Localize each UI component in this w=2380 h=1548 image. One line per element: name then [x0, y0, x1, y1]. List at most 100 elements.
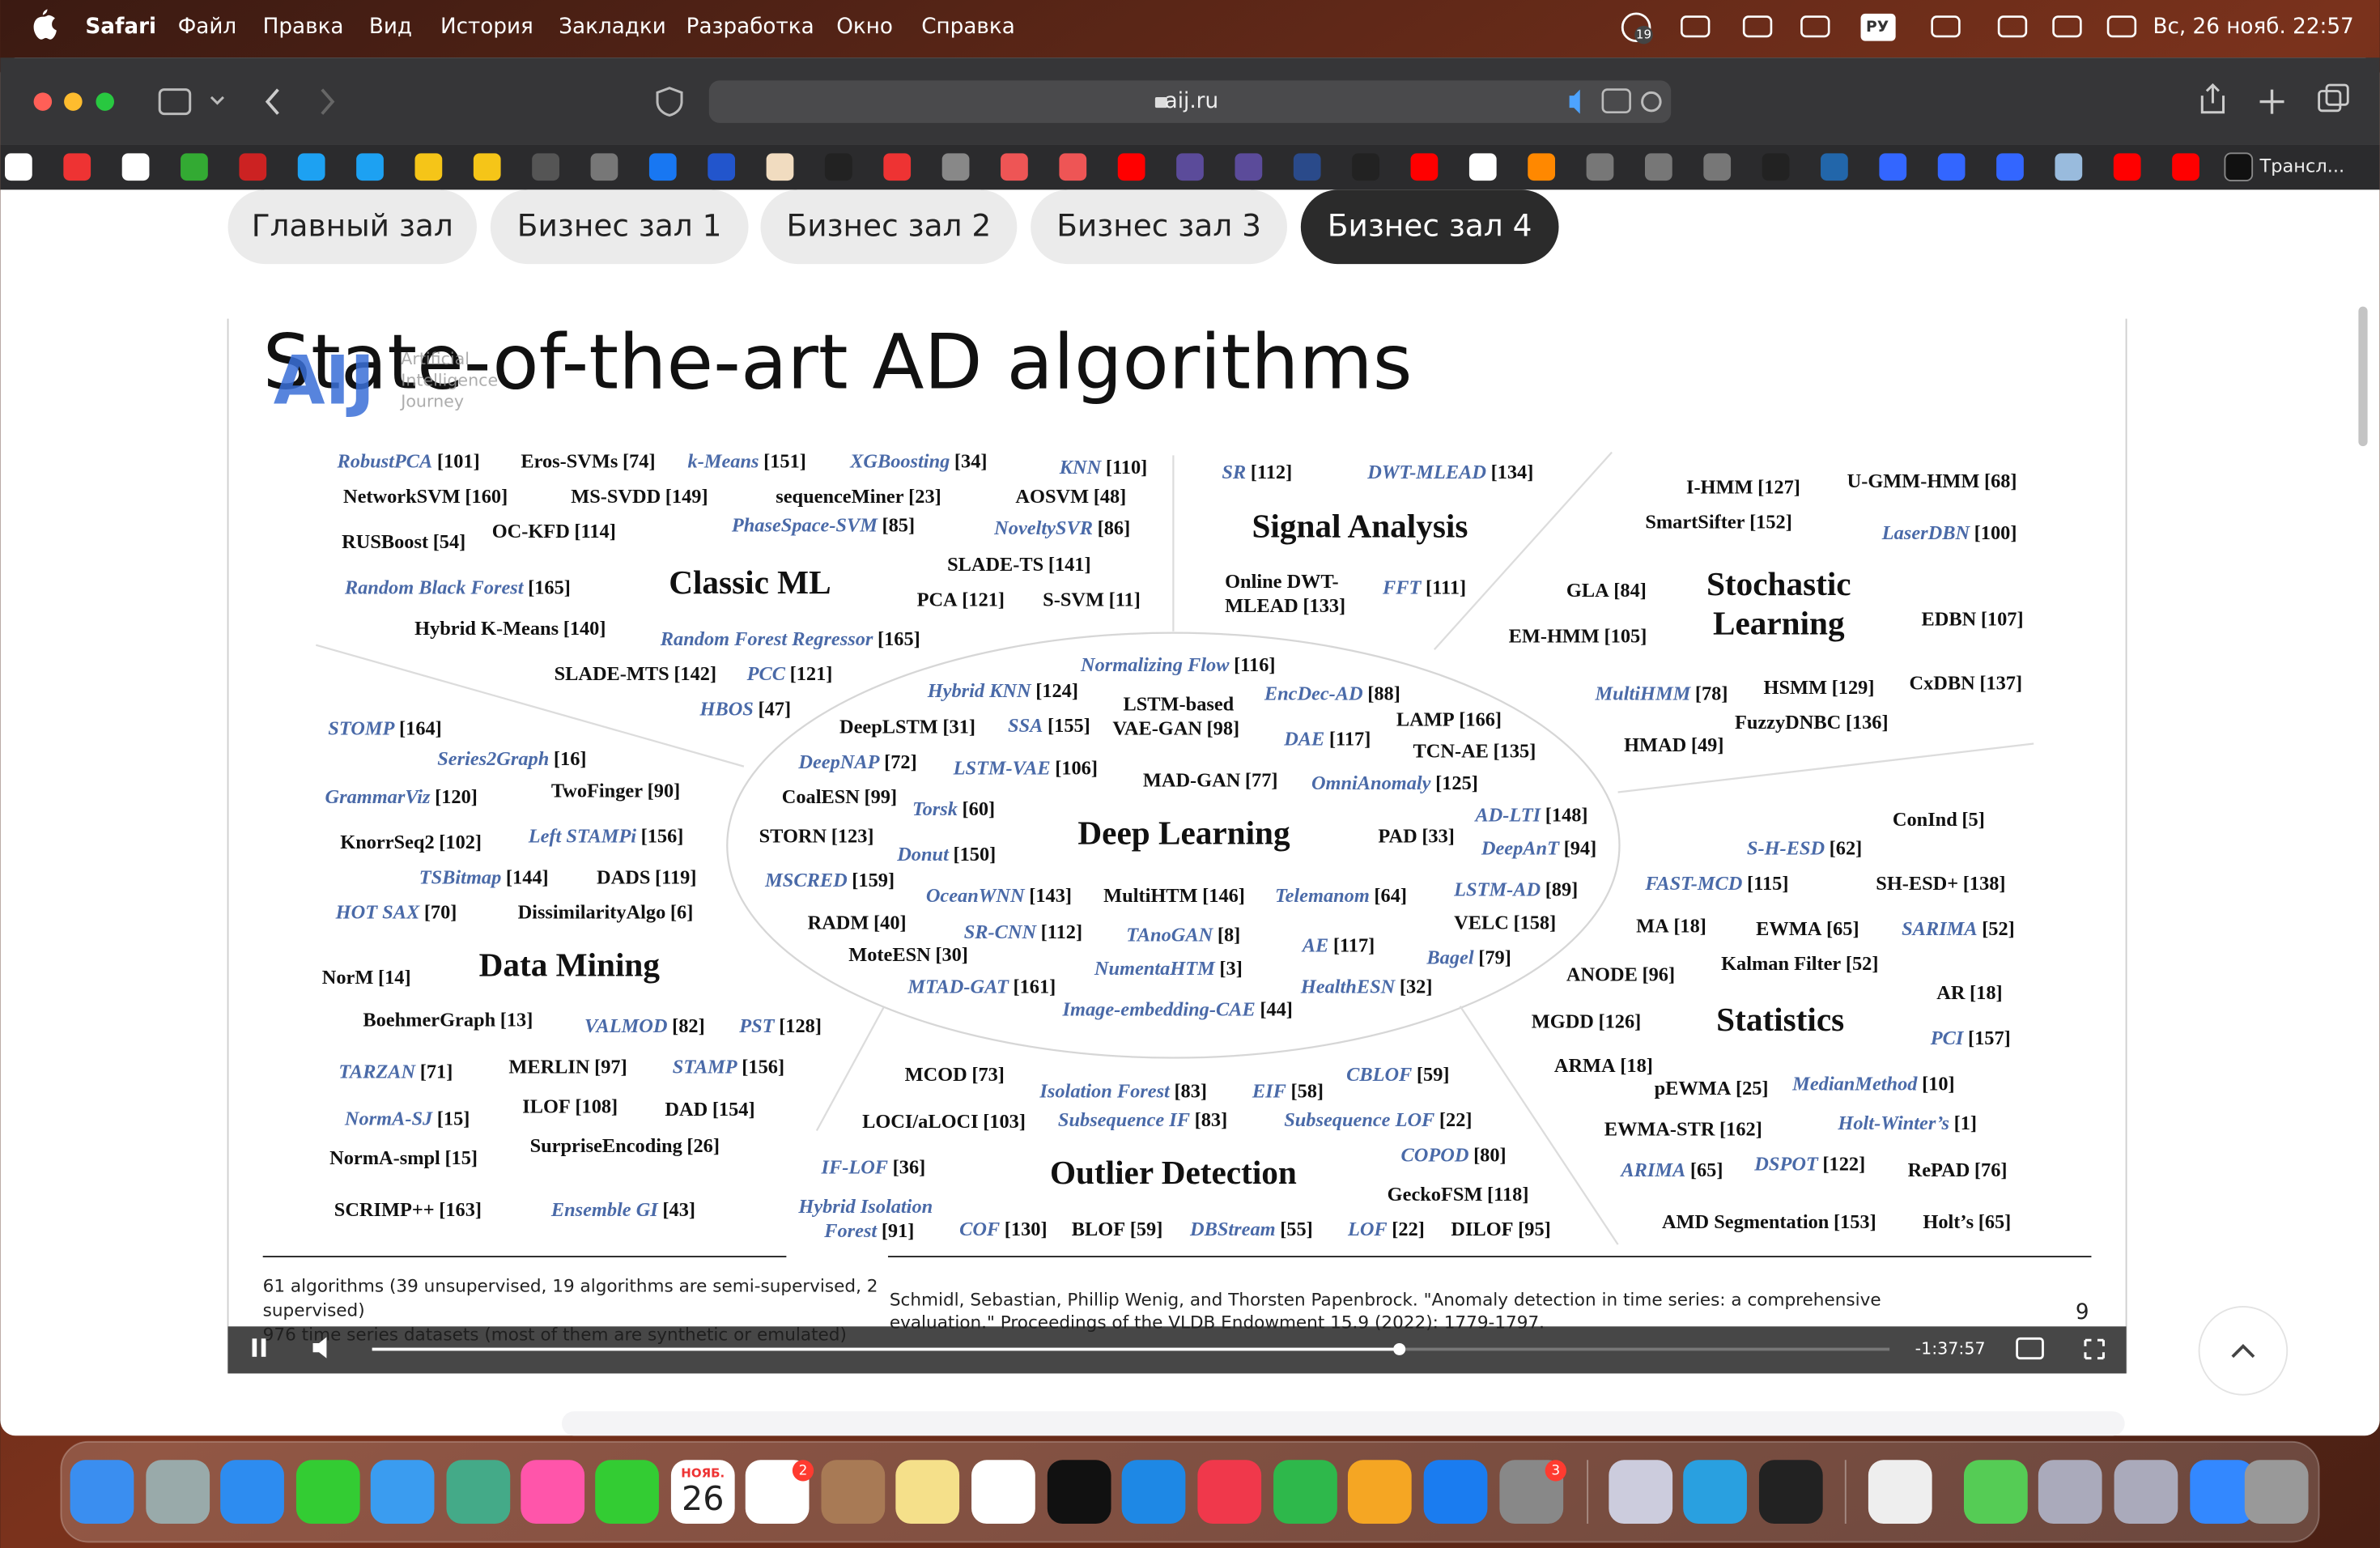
bookmark-icon[interactable] — [766, 153, 794, 181]
bookmark-icon[interactable] — [824, 153, 852, 181]
bookmark-icon[interactable] — [1821, 153, 1848, 181]
dock-icon[interactable] — [1273, 1460, 1337, 1525]
dock-icon[interactable] — [895, 1460, 960, 1525]
app-menu[interactable]: Safari — [85, 15, 156, 39]
menu-item[interactable]: Окно — [836, 15, 893, 39]
bookmark-icon[interactable] — [1059, 153, 1087, 181]
status-icon[interactable] — [2106, 15, 2137, 38]
menu-item[interactable]: Разработка — [686, 15, 814, 39]
bookmark-icon[interactable] — [1468, 153, 1497, 181]
tab[interactable] — [490, 189, 749, 265]
dock-icon[interactable] — [446, 1460, 511, 1525]
menu-item[interactable]: История — [440, 15, 533, 39]
dock-icon[interactable] — [2190, 1460, 2255, 1525]
bookmark-icon[interactable] — [1176, 153, 1204, 181]
notification-icon[interactable] — [1621, 12, 1651, 43]
bookmark-icon[interactable] — [1352, 153, 1379, 181]
bookmark-icon[interactable] — [121, 153, 150, 181]
share-button[interactable] — [2200, 83, 2225, 114]
minimize-button[interactable] — [64, 92, 83, 111]
dock-icon[interactable] — [1683, 1460, 1747, 1525]
bookmark-icon[interactable] — [2172, 153, 2199, 181]
dock-icon[interactable] — [821, 1460, 886, 1525]
bookmark-icon[interactable] — [590, 153, 618, 181]
bookmark-icon[interactable] — [1293, 153, 1321, 181]
bookmark-icon[interactable] — [239, 153, 267, 181]
bookmark-icon[interactable] — [1001, 153, 1028, 181]
url[interactable]: aij.ru — [1165, 89, 1218, 113]
dock-icon[interactable] — [1868, 1460, 1932, 1525]
tab[interactable] — [1300, 189, 1559, 265]
bookmark-icon[interactable] — [1879, 153, 1907, 181]
translate-icon[interactable] — [1601, 88, 1631, 114]
mute-button[interactable] — [312, 1337, 327, 1359]
bookmark-icon[interactable] — [1644, 153, 1672, 181]
dock-icon[interactable] — [595, 1460, 659, 1525]
bookmark-icon[interactable] — [1117, 153, 1145, 181]
bookmark-icon[interactable] — [941, 153, 970, 181]
bookmark-icon[interactable] — [2113, 153, 2141, 181]
dock-icon[interactable] — [670, 1460, 735, 1525]
bookmark-icon[interactable] — [414, 153, 443, 181]
bookmark-icon[interactable] — [648, 153, 677, 181]
menu-item[interactable]: Файл — [178, 15, 236, 39]
bookmark-icon[interactable] — [2055, 153, 2083, 181]
dock-icon[interactable] — [1121, 1460, 1186, 1525]
menu-item[interactable]: Закладки — [559, 15, 666, 39]
dock-icon[interactable] — [1964, 1460, 2028, 1525]
audio-icon[interactable] — [1569, 89, 1580, 114]
address-bar[interactable] — [708, 80, 1672, 123]
reload-button[interactable] — [1641, 91, 1662, 113]
bookmark-icon[interactable] — [1410, 153, 1439, 181]
bookmark-icon[interactable] — [473, 153, 501, 181]
bookmark-icon[interactable] — [2224, 152, 2254, 182]
tab-overview-button[interactable] — [2318, 90, 2342, 113]
menu-item[interactable]: Вид — [369, 15, 412, 39]
clock[interactable]: Вс, 26 нояб. 22:57 — [2153, 15, 2353, 39]
bookmark-icon[interactable] — [1937, 153, 1966, 181]
bookmark-label[interactable]: Трансл... — [2259, 156, 2345, 177]
new-tab-button[interactable] — [2259, 89, 2284, 114]
bookmark-icon[interactable] — [883, 153, 912, 181]
pause-button[interactable] — [261, 1338, 266, 1357]
scroll-top-button[interactable] — [2198, 1306, 2289, 1396]
dock-icon[interactable] — [146, 1460, 210, 1525]
dock-icon[interactable] — [1758, 1460, 1823, 1525]
tab[interactable] — [1031, 189, 1287, 265]
status-icon[interactable] — [1800, 15, 1830, 38]
status-icon[interactable] — [1681, 15, 1711, 38]
dock-icon[interactable] — [1609, 1460, 1673, 1525]
sidebar-menu[interactable] — [210, 96, 224, 105]
bookmark-icon[interactable] — [1586, 153, 1614, 181]
dock-icon[interactable] — [2244, 1460, 2309, 1525]
back-button[interactable] — [265, 88, 279, 115]
status-icon[interactable] — [1997, 15, 2028, 38]
bookmark-icon[interactable] — [356, 153, 384, 181]
bookmark-icon[interactable] — [1703, 153, 1732, 181]
privacy-icon[interactable] — [656, 87, 683, 117]
bookmark-icon[interactable] — [297, 153, 325, 181]
menu-item[interactable]: Справка — [921, 15, 1015, 39]
dock-icon[interactable] — [1423, 1460, 1488, 1525]
fullscreen-button[interactable] — [2084, 1338, 2105, 1360]
bookmark-icon[interactable] — [1996, 153, 2024, 181]
input-language-box[interactable] — [1860, 13, 1896, 41]
dock-icon[interactable] — [70, 1460, 134, 1525]
dock-icon[interactable] — [1197, 1460, 1262, 1525]
dock-icon[interactable] — [370, 1460, 435, 1525]
dock-icon[interactable] — [2038, 1460, 2102, 1525]
bookmark-icon[interactable] — [708, 153, 736, 181]
bookmark-icon[interactable] — [5, 153, 32, 181]
dock-icon[interactable] — [1047, 1460, 1111, 1525]
bookmark-icon[interactable] — [532, 153, 559, 181]
dock-icon[interactable] — [220, 1460, 284, 1525]
pip-button[interactable] — [2016, 1337, 2044, 1360]
scrollbar[interactable] — [2358, 306, 2368, 447]
progress-knob[interactable] — [1393, 1342, 1406, 1355]
zoom-button[interactable] — [96, 92, 114, 111]
status-icon[interactable] — [2052, 15, 2082, 38]
menu-item[interactable]: Правка — [263, 15, 344, 39]
tab[interactable] — [227, 189, 477, 265]
dock-icon[interactable] — [971, 1460, 1035, 1525]
bookmark-icon[interactable] — [1528, 153, 1556, 181]
